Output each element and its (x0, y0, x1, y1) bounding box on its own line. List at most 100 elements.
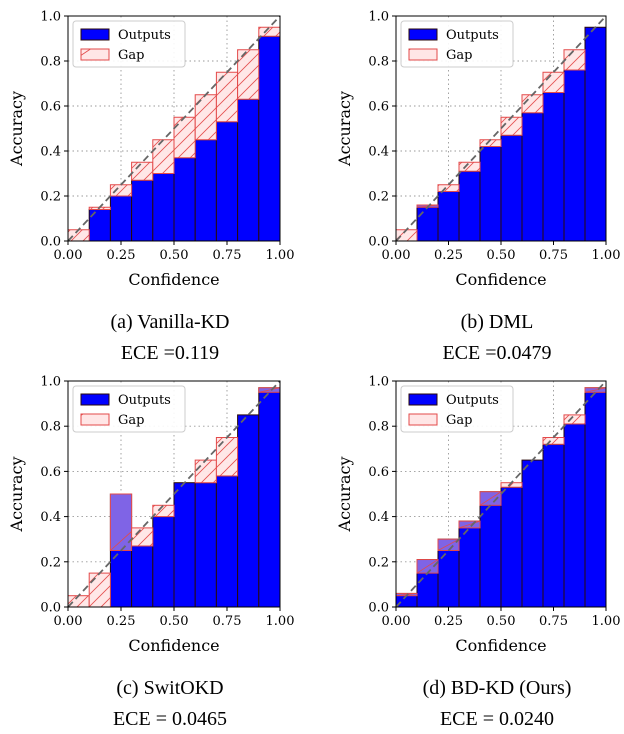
ece-value: ECE = 0.0465 (113, 708, 227, 730)
y-tick-label: 0.4 (40, 145, 61, 160)
outputs-bar (131, 179, 154, 242)
outputs-bar (437, 191, 460, 242)
y-tick-label: 0.2 (368, 555, 389, 570)
y-tick-label: 0.8 (40, 55, 61, 70)
gap-bar (131, 527, 154, 547)
x-tick-label: 1.00 (592, 248, 621, 263)
x-tick-label: 0.25 (107, 248, 136, 263)
gap-bar (563, 49, 586, 71)
outputs-bar (521, 459, 544, 608)
x-tick-label: 0.75 (213, 248, 242, 263)
panel-caption: (d) BD-KD (Ours) (423, 677, 572, 699)
legend-swatch-gap (408, 413, 438, 426)
legend-label-outputs: Outputs (446, 393, 499, 408)
legend: Outputs Gap (400, 385, 514, 433)
gap-hatch-line (584, 387, 607, 393)
outputs-bar (458, 520, 481, 608)
outputs-bar (194, 482, 217, 608)
gap-bar (109, 184, 133, 197)
panel-1: 0.00 0.25 0.50 0.75 1.00 0.0 0.2 0.4 0.6 0.8 1.0 Co… (7, 10, 294, 365)
outputs-bar (237, 98, 260, 242)
gap-bar (67, 229, 90, 242)
perfect-calibration-line (67, 15, 281, 242)
perfect-calibration-line (395, 15, 607, 242)
panel-3: 0.00 0.25 0.50 0.75 1.00 0.0 0.2 0.4 0.6 0.8 1.0 Co… (7, 375, 294, 731)
outputs-bar (479, 146, 502, 242)
outputs-bar (584, 387, 607, 608)
panel-2: 0.00 0.25 0.50 0.75 1.00 0.0 0.2 0.4 0.6 0.8 1.0 Co… (335, 10, 620, 365)
perfect-calibration-line (67, 380, 281, 608)
outputs-bar (500, 134, 523, 242)
gap-bar (215, 437, 239, 477)
legend: Outputs Gap (72, 20, 186, 68)
gap-bar (542, 71, 565, 93)
y-tick-label: 1.0 (40, 375, 61, 390)
perfect-calibration-line (395, 380, 607, 608)
y-tick-label: 0.0 (368, 235, 389, 250)
x-tick-label: 0.00 (382, 614, 411, 629)
outputs-bar (215, 475, 239, 608)
legend: Outputs Gap (400, 20, 514, 68)
legend-label-gap: Gap (118, 413, 144, 428)
ece-value: ECE = 0.0240 (440, 708, 554, 730)
gap-bar (152, 504, 175, 518)
y-tick-label: 0.4 (368, 510, 389, 525)
outputs-bar (416, 204, 439, 242)
y-axis-label: Accuracy (7, 457, 26, 533)
y-axis-label: Accuracy (7, 91, 26, 167)
tick-labels: 0.00 0.25 0.50 0.75 1.00 0.0 0.2 0.4 0.6 0.8 1.0 (368, 10, 620, 264)
y-tick-label: 0.8 (368, 420, 389, 435)
gap-hatch-line (437, 538, 460, 551)
outputs-bar (458, 170, 481, 242)
y-tick-label: 0.6 (368, 100, 389, 115)
gap-bar (437, 184, 460, 192)
y-tick-label: 0.8 (368, 55, 389, 70)
outputs-bar (152, 173, 175, 242)
gap-bar (395, 229, 418, 242)
outputs-bar (584, 26, 607, 242)
outputs-bars (395, 387, 607, 608)
gap-bar (563, 414, 586, 425)
gap-bar (542, 437, 565, 445)
y-tick-label: 1.0 (40, 10, 61, 25)
y-tick-label: 0.4 (40, 510, 61, 525)
y-axis-label: Accuracy (335, 91, 354, 167)
ece-value: ECE =0.119 (121, 342, 219, 364)
y-tick-label: 0.2 (368, 190, 389, 205)
x-axis-label: Confidence (455, 636, 546, 655)
gap-hatch-line (416, 559, 439, 574)
y-axis-label: Accuracy (335, 457, 354, 533)
y-tick-label: 0.0 (40, 235, 61, 250)
legend: Outputs Gap (72, 385, 186, 433)
gap-bar (152, 139, 175, 174)
legend-label-outputs: Outputs (118, 28, 171, 43)
gap-bar (173, 116, 196, 159)
outputs-bar (500, 486, 523, 608)
gap-bar (131, 161, 154, 181)
gap-hatch-line (110, 531, 132, 551)
x-tick-label: 0.00 (382, 248, 411, 263)
x-tick-label: 1.00 (266, 614, 295, 629)
outputs-bar (542, 92, 565, 242)
x-tick-label: 0.00 (54, 614, 83, 629)
x-tick-label: 1.00 (266, 248, 295, 263)
gap-bar (237, 49, 260, 100)
outputs-bar (237, 414, 260, 608)
panel-4: 0.00 0.25 0.50 0.75 1.00 0.0 0.2 0.4 0.6 0.8 1.0 Co… (335, 375, 620, 731)
y-tick-label: 1.0 (368, 375, 389, 390)
outputs-bar (131, 545, 154, 608)
outputs-bar (109, 195, 133, 242)
y-tick-label: 0.4 (368, 145, 389, 160)
y-tick-label: 0.6 (40, 100, 61, 115)
x-axis-label: Confidence (128, 636, 219, 655)
gap-hatch-line (458, 520, 481, 529)
y-tick-label: 0.0 (368, 601, 389, 616)
gap-bar (88, 572, 111, 608)
outputs-bar (215, 121, 239, 242)
outputs-bar (542, 443, 565, 608)
x-tick-label: 0.50 (160, 614, 189, 629)
legend-label-gap: Gap (446, 413, 472, 428)
y-tick-label: 0.6 (368, 465, 389, 480)
legend-swatch-gap (80, 413, 110, 426)
